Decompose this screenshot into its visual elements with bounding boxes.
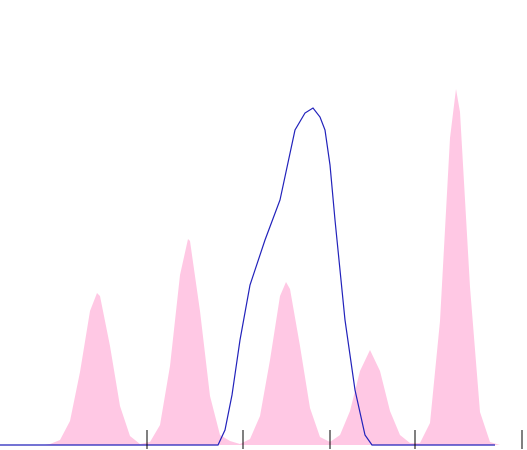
line: [0, 107, 495, 446]
area: [0, 89, 527, 445]
